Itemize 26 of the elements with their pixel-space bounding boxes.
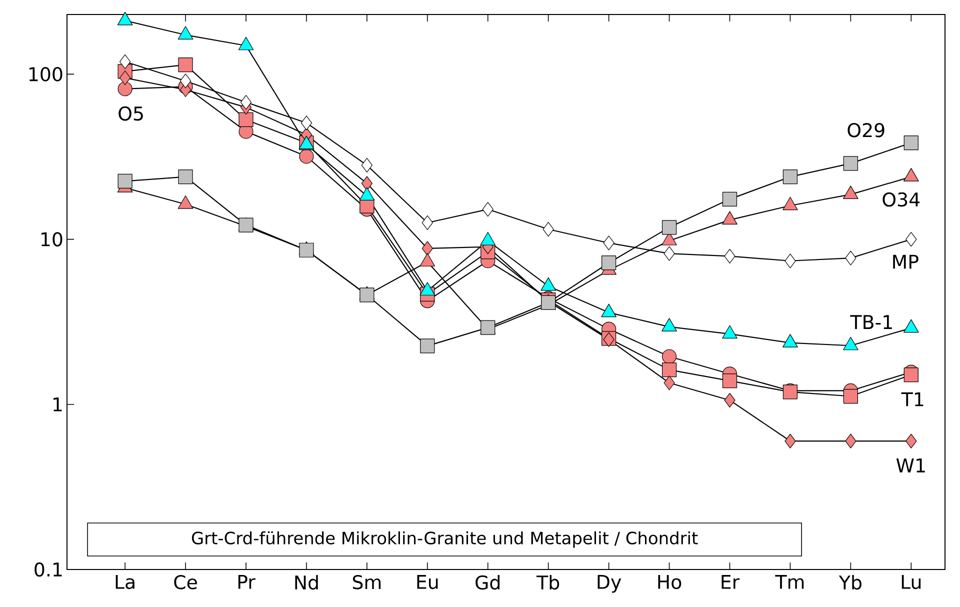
x-tick-label: La xyxy=(116,575,134,590)
series-label: T1 xyxy=(901,392,924,406)
series-label: O5 xyxy=(118,106,143,121)
x-tick-label: Ho xyxy=(658,575,682,590)
x-tick-label: Eu xyxy=(417,575,438,590)
x-tick-label: Gd xyxy=(476,575,500,590)
series-label: MP xyxy=(893,254,918,269)
x-tick-label: Tb xyxy=(536,575,560,590)
y-tick-label: 10 xyxy=(41,232,62,246)
series-label: TB-1 xyxy=(850,315,892,329)
x-tick-label: Ce xyxy=(174,575,197,590)
series-label: W1 xyxy=(896,458,925,472)
series-label: O34 xyxy=(882,192,920,207)
x-tick-label: Er xyxy=(722,575,740,589)
x-tick-label: Yb xyxy=(838,575,862,590)
y-tick-label: 0.1 xyxy=(34,562,62,577)
y-tick-label: 1 xyxy=(54,397,62,412)
annotation: Grt-Crd-führende Mikroklin-Granite und Metapelit / Chondrit xyxy=(192,531,698,548)
x-tick-label: Pr xyxy=(238,575,256,589)
x-tick-label: Nd xyxy=(295,575,318,590)
x-tick-label: Lu xyxy=(902,575,921,590)
x-tick-label: Sm xyxy=(352,575,381,590)
series-label: O29 xyxy=(848,123,884,138)
y-tick-label: 100 xyxy=(29,67,62,82)
x-tick-label: Tm xyxy=(775,575,804,589)
x-tick-label: Dy xyxy=(598,575,622,593)
